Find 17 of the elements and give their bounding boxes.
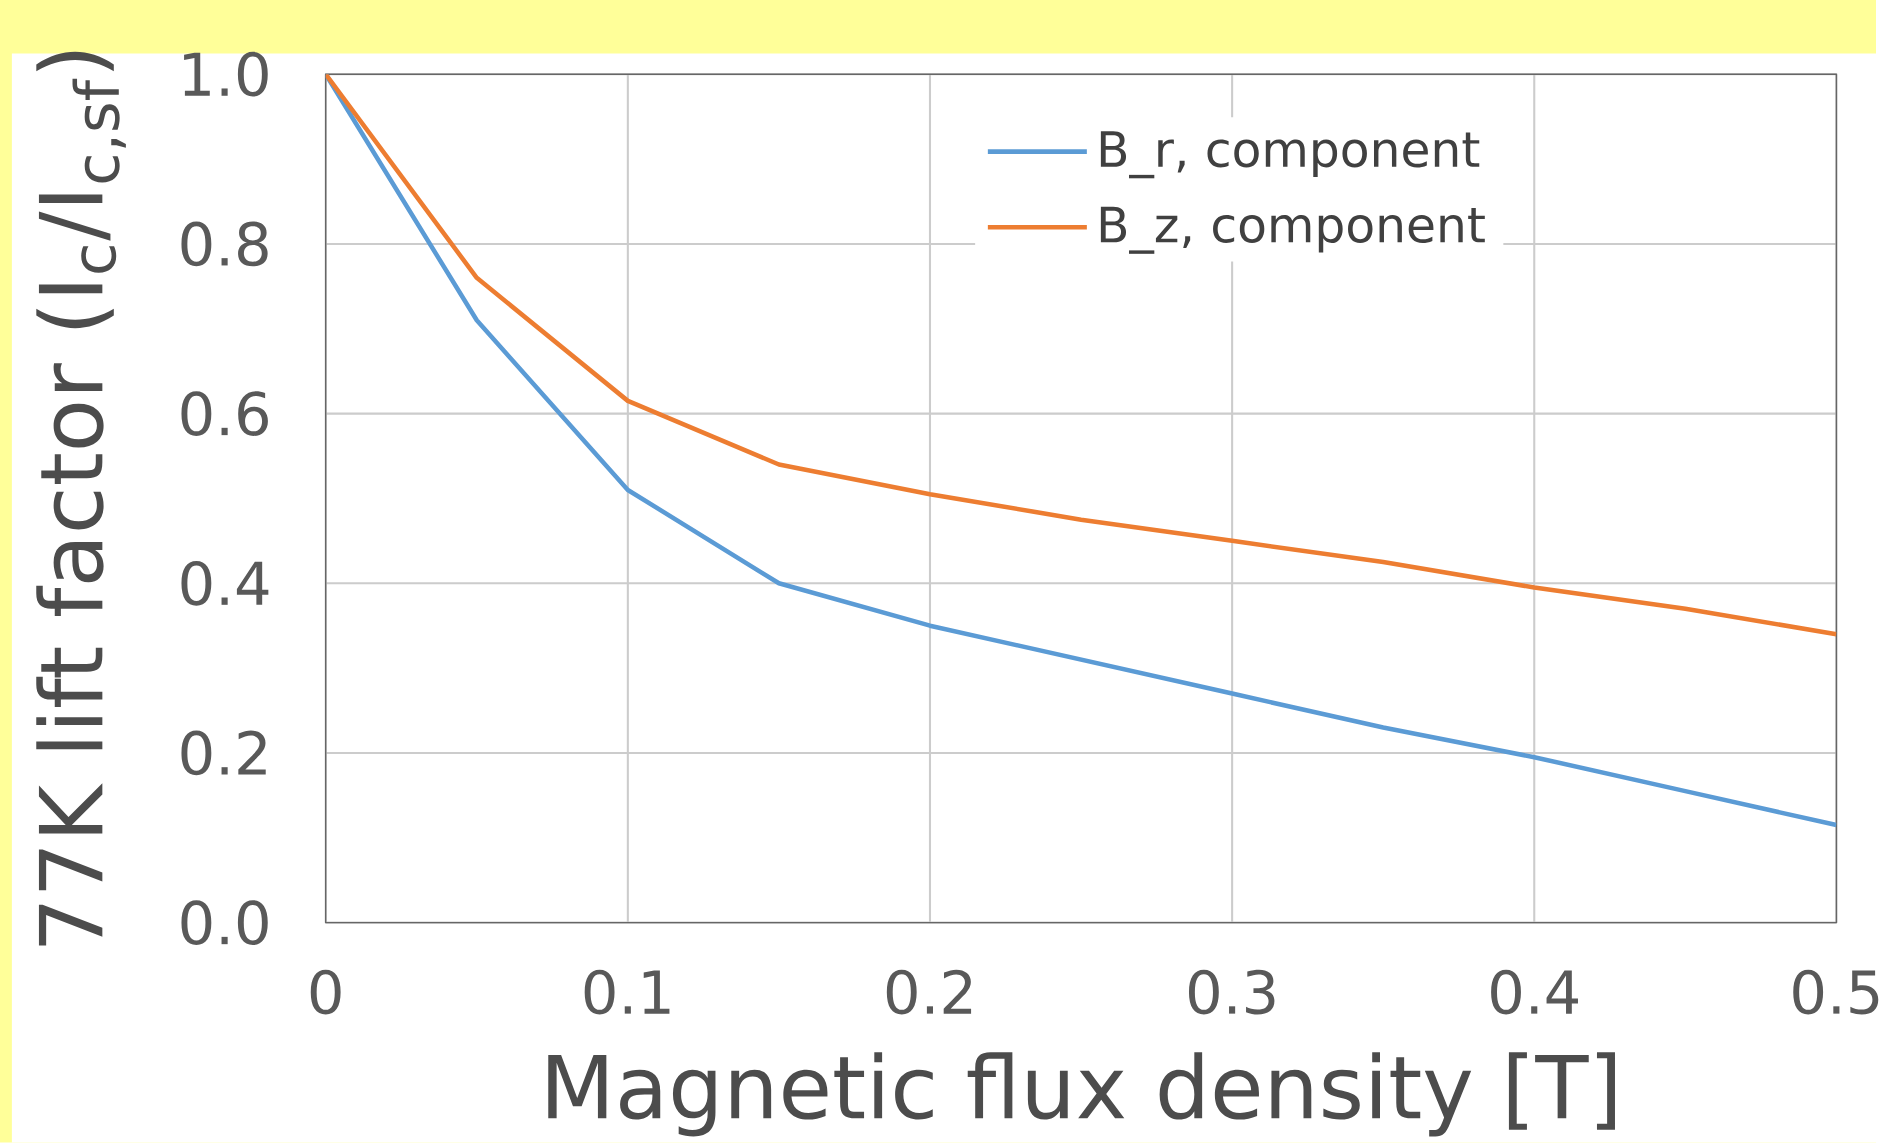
y-tick-label: 0.4 — [181, 560, 269, 606]
x-tick-label: 0.2 — [886, 969, 972, 1015]
x-tick-label: 0.4 — [1491, 969, 1578, 1015]
x-tick-label: 0 — [310, 969, 341, 1015]
x-axis-title: Magnetic flux density [T] — [548, 1052, 1615, 1137]
x-tick-label: 0.3 — [1188, 969, 1275, 1015]
y-tick-label: 0.6 — [181, 391, 268, 436]
y-tick-label: 0.2 — [181, 730, 266, 776]
line-series — [325, 74, 1837, 637]
x-tick-label: 0.1 — [584, 969, 670, 1015]
legend-label: B_r, component — [1100, 131, 1480, 179]
y-tick-label: 1.0 — [184, 51, 268, 97]
x-tick-label: 0.5 — [1793, 969, 1879, 1015]
legend-label: B_z, component — [1100, 206, 1485, 254]
y-axis-title: 77K lift factor (I$_{c}$/I$_{c,sf}$) — [36, 51, 126, 946]
y-tick-label: 0.8 — [181, 221, 268, 267]
y-tick-label: 0.0 — [181, 900, 268, 945]
